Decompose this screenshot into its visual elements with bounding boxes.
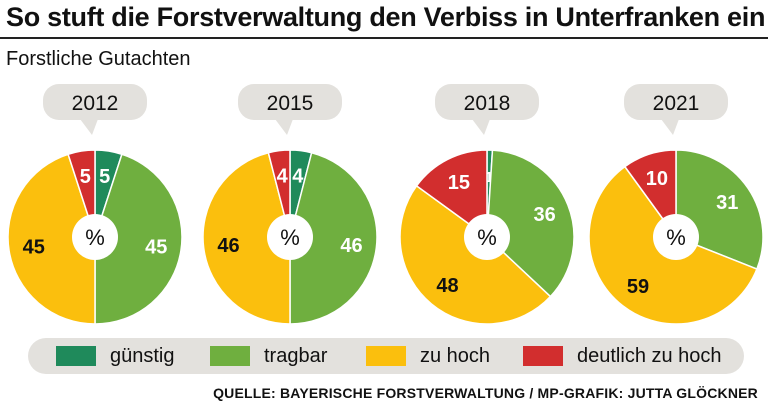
slice-zu-hoch [202, 151, 291, 325]
pie-center-label: % [85, 225, 105, 250]
year-bubble-pointer [80, 119, 98, 135]
pie-2018: 2018 1 36 48 15% [399, 84, 575, 325]
slice-value-zu-hoch: 48 [436, 275, 458, 297]
slice-value-tragbar: 46 [340, 235, 362, 257]
pie-center [653, 214, 699, 260]
source-credit: QUELLE: BAYERISCHE FORSTVERWALTUNG / MP-… [213, 385, 758, 401]
year-bubble [624, 84, 728, 120]
pie-year-label: 2015 [267, 92, 314, 115]
pie-year-label: 2021 [653, 92, 700, 115]
year-bubble-pointer [472, 119, 490, 135]
year-bubble-pointer [661, 119, 679, 135]
year-bubble-pointer [275, 119, 293, 135]
pie-center [72, 214, 118, 260]
slice-value-deutlich-zu-hoch: 10 [646, 168, 668, 190]
slice-value-deutlich-zu-hoch: 5 [80, 166, 91, 188]
slice-tragbar [94, 153, 183, 325]
slice-value-zu-hoch: 46 [217, 235, 239, 257]
slice-value-guenstig: 1 [485, 169, 493, 186]
slice-value-guenstig: 5 [99, 166, 110, 188]
year-bubble [43, 84, 147, 120]
pie-center-label: % [477, 225, 497, 250]
slice-value-deutlich-zu-hoch: 15 [448, 172, 470, 194]
slice-value-tragbar: 36 [534, 204, 556, 226]
title-divider [0, 37, 768, 39]
legend-swatch-deutlich-zu-hoch [523, 346, 563, 366]
pie-center-label: % [666, 225, 686, 250]
slice-tragbar [486, 149, 575, 298]
slice-value-guenstig: 4 [292, 165, 304, 187]
year-bubble [238, 84, 342, 120]
legend-item-guenstig: günstig [56, 338, 175, 374]
pie-center [267, 214, 313, 260]
legend-item-deutlich-zu-hoch: deutlich zu hoch [523, 338, 722, 374]
legend-label-deutlich-zu-hoch: deutlich zu hoch [577, 344, 722, 367]
pie-2012: 2012 5 45 45 5% [7, 84, 183, 325]
slice-deutlich-zu-hoch [623, 149, 677, 240]
pie-year-label: 2018 [464, 92, 511, 115]
legend-item-zu-hoch: zu hoch [366, 338, 490, 374]
legend-swatch-zu-hoch [366, 346, 406, 366]
slice-value-tragbar: 31 [716, 192, 738, 214]
legend-label-guenstig: günstig [110, 344, 175, 367]
pie-center [464, 214, 510, 260]
slice-zu-hoch [7, 153, 96, 325]
slice-value-zu-hoch: 45 [23, 237, 45, 259]
legend-label-tragbar: tragbar [264, 344, 328, 367]
pie-center-label: % [280, 225, 300, 250]
slice-value-zu-hoch: 59 [627, 276, 649, 298]
pie-year-label: 2012 [72, 92, 119, 115]
year-bubble [435, 84, 539, 120]
slice-value-tragbar: 45 [145, 237, 167, 259]
pie-2021: 2021 31 59 10% [588, 84, 764, 325]
slice-value-deutlich-zu-hoch: 4 [277, 165, 289, 187]
legend: günstig tragbar zu hoch deutlich zu hoch [28, 338, 744, 374]
legend-item-tragbar: tragbar [210, 338, 327, 374]
legend-swatch-tragbar [210, 346, 250, 366]
pie-2015: 2015 4 46 46 4% [202, 84, 378, 325]
chart-title: So stuft die Forstverwaltung den Verbiss… [6, 2, 766, 32]
chart-subtitle: Forstliche Gutachten [6, 48, 191, 70]
legend-swatch-guenstig [56, 346, 96, 366]
slice-deutlich-zu-hoch [415, 149, 488, 239]
legend-label-zu-hoch: zu hoch [420, 344, 491, 367]
slice-tragbar [289, 151, 378, 325]
